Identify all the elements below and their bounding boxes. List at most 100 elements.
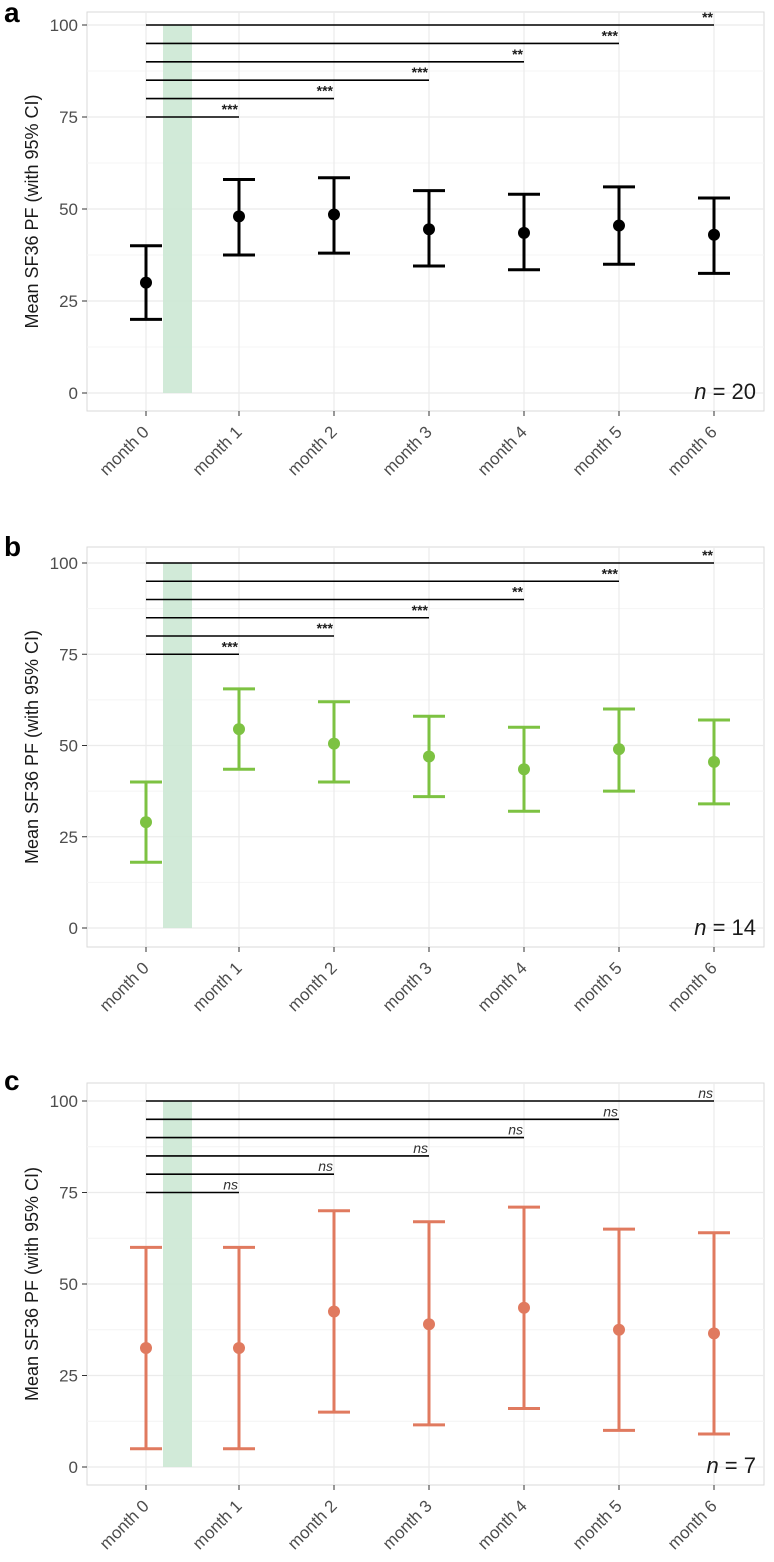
significance-label: ns [698,1085,713,1101]
x-tick-label: month 3 [379,1496,436,1553]
mean-point [518,1301,530,1314]
y-axis-label: Mean SF36 PF (with 95% CI) [22,1167,42,1401]
errorbar-5 [603,1227,635,1432]
x-tick-label: month 6 [664,958,721,1015]
mean-point [233,1342,245,1355]
mean-point [233,210,245,223]
errorbar-2 [318,1209,350,1414]
y-axis-label: Mean SF36 PF (with 95% CI) [22,630,42,864]
errorbar-2 [318,700,350,784]
mean-point [708,228,720,241]
errorbar-0 [130,244,162,321]
significance-label: ** [702,9,713,25]
mean-point [328,737,340,750]
mean-point [708,1327,720,1340]
x-tick-label: month 2 [284,422,341,479]
mean-point [423,1318,435,1331]
y-axis-label: Mean SF36 PF (with 95% CI) [22,94,42,328]
y-tick-label: 0 [69,1458,78,1477]
significance-label: *** [602,27,619,43]
significance-label: ns [603,1103,618,1119]
x-tick-label: month 4 [474,958,531,1015]
panel-b: b 0 25 50 75 100 Mean SF36 PF (with 95% CI) mon… [4,531,765,1015]
n-label: n = 7 [706,1453,756,1478]
mean-point [140,276,152,289]
mean-point [140,816,152,829]
n-label: n = 20 [694,379,756,404]
y-tick-label: 75 [59,1184,78,1203]
mean-point [233,723,245,736]
errorbar-6 [698,196,730,275]
mean-point [613,219,625,232]
errorbar-2 [318,176,350,255]
x-tick-label: month 0 [96,422,153,479]
mean-point [708,755,720,768]
plot-area [86,11,765,412]
y-tick-label: 75 [59,645,78,664]
significance-label: *** [317,83,334,99]
x-tick-label: month 3 [379,958,436,1015]
errorbar-3 [413,189,445,268]
panel-letter: b [4,531,21,562]
panel-a: a 0 25 50 75 100 Mean SF36 PF (with 95% CI) mon… [4,0,765,479]
n-label-value: = 7 [719,1453,756,1478]
intervention-band [163,1101,192,1467]
significance-label: ns [508,1122,523,1138]
mean-point [423,750,435,763]
y-tick-label: 0 [69,384,78,403]
errorbar-6 [698,718,730,806]
y-tick-label: 25 [59,292,78,311]
y-tick-label: 50 [59,1275,78,1294]
significance-label: *** [412,602,429,618]
mean-point [518,763,530,776]
x-tick-label: month 5 [569,958,626,1015]
significance-label: ns [413,1140,428,1156]
y-tick-label: 50 [59,737,78,756]
n-label-prefix: n [694,915,706,940]
y-tick-label: 100 [50,554,78,573]
x-tick-label: month 1 [189,422,246,479]
intervention-band [163,563,192,928]
errorbar-3 [413,1220,445,1427]
mean-point [613,1323,625,1336]
y-tick-label: 100 [50,16,78,35]
y-tick-label: 100 [50,1092,78,1111]
panel-letter: c [4,1065,20,1096]
x-tick-label: month 2 [284,1496,341,1553]
n-label-prefix: n [694,379,706,404]
plot-area [86,546,765,948]
x-tick-label: month 0 [96,958,153,1015]
x-tick-label: month 0 [96,1496,153,1553]
mean-point [613,743,625,756]
errorbar-6 [698,1231,730,1436]
intervention-band [163,25,192,393]
mean-point [140,1342,152,1355]
x-tick-label: month 3 [379,422,436,479]
y-tick-label: 75 [59,108,78,127]
panel-c: c 0 25 50 75 100 Mean SF36 PF (with 95% CI) mon… [4,1065,765,1553]
significance-label: *** [317,620,334,636]
errorbar-1 [223,178,255,257]
mean-point [328,1305,340,1318]
errorbar-1 [223,687,255,771]
significance-label: *** [222,101,239,117]
mean-point [518,226,530,239]
errorbar-0 [130,1245,162,1451]
y-tick-label: 50 [59,200,78,219]
mean-point [328,208,340,221]
x-tick-label: month 1 [189,958,246,1015]
significance-label: ns [223,1177,238,1193]
errorbar-4 [508,1205,540,1410]
significance-label: *** [412,64,429,80]
n-label: n = 14 [694,915,756,940]
mean-point [423,223,435,236]
y-tick-label: 0 [69,919,78,938]
n-label-value: = 20 [706,379,756,404]
x-tick-label: month 1 [189,1496,246,1553]
errorbar-0 [130,780,162,864]
x-tick-label: month 6 [664,422,721,479]
significance-label: ** [512,584,523,600]
y-tick-label: 25 [59,828,78,847]
x-tick-label: month 4 [474,422,531,479]
